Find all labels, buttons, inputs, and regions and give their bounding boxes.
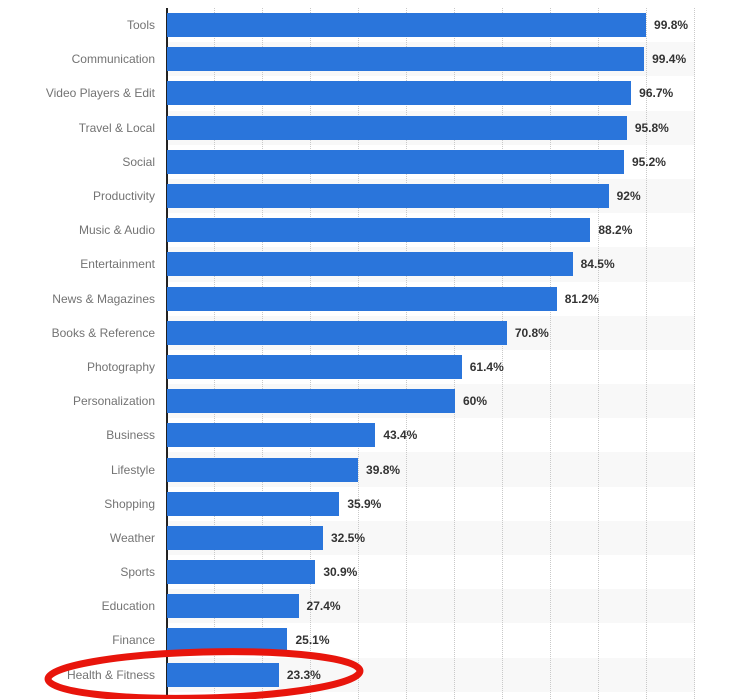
value-label: 99.8% (654, 18, 689, 33)
bar (167, 525, 323, 550)
bar (167, 354, 462, 379)
category-label: Photography (86, 359, 155, 374)
value-label: 32.5% (331, 530, 366, 545)
gridline (406, 8, 407, 699)
bar-row: Education 27.4% (0, 589, 733, 623)
bar-row: Health & Fitness 23.3% (0, 658, 733, 692)
y-axis-line (166, 8, 168, 699)
bar-row: Entertainment 84.5% (0, 247, 733, 281)
value-label: 70.8% (514, 325, 549, 340)
bar-row: Travel & Local 95.8% (0, 111, 733, 145)
bar (167, 218, 591, 243)
bar-row: Video Players & Edit 96.7% (0, 76, 733, 110)
bar (167, 81, 632, 106)
value-label: 99.4% (652, 52, 687, 67)
bar-row: News & Magazines 81.2% (0, 282, 733, 316)
value-label: 35.9% (347, 496, 382, 511)
value-label: 25.1% (295, 633, 330, 648)
gridline (454, 8, 455, 699)
category-label: Personalization (72, 394, 155, 409)
bar-row: Photography 61.4% (0, 350, 733, 384)
value-label: 27.4% (306, 599, 341, 614)
bar (167, 252, 573, 277)
gridline (598, 8, 599, 699)
category-label: Weather (109, 530, 155, 545)
category-label: Video Players & Edit (45, 86, 155, 101)
gridline (502, 8, 503, 699)
bar-row: Business 43.4% (0, 418, 733, 452)
bar (167, 184, 609, 209)
gridline (550, 8, 551, 699)
value-label: 84.5% (580, 257, 615, 272)
bar (167, 560, 316, 585)
category-label: Health & Fitness (66, 667, 155, 682)
category-label: Books & Reference (51, 325, 155, 340)
bar-row: Tools 99.8% (0, 8, 733, 42)
bar-row: Weather 32.5% (0, 521, 733, 555)
value-label: 23.3% (286, 667, 321, 682)
value-label: 92% (616, 189, 641, 204)
gridline (262, 8, 263, 699)
category-label: Business (106, 428, 155, 443)
category-label: Entertainment (80, 257, 155, 272)
bar (167, 115, 627, 140)
bar-row: Lifestyle 39.8% (0, 452, 733, 486)
bar-row: Communication 99.4% (0, 42, 733, 76)
category-label: Education (101, 599, 155, 614)
category-label: Communication (71, 52, 155, 67)
bar (167, 389, 455, 414)
bar-row: Books & Reference 70.8% (0, 316, 733, 350)
bar-row: Finance 25.1% (0, 623, 733, 657)
value-label: 81.2% (564, 291, 599, 306)
category-label: Travel & Local (78, 120, 155, 135)
bar (167, 457, 359, 482)
value-label: 96.7% (639, 86, 674, 101)
bar (167, 423, 376, 448)
value-label: 43.4% (383, 428, 418, 443)
category-label: Sports (120, 565, 155, 580)
gridline (646, 8, 647, 699)
bar (167, 13, 647, 38)
gridlines (167, 8, 695, 699)
gridline (310, 8, 311, 699)
bar (167, 320, 507, 345)
category-label: Productivity (92, 189, 155, 204)
bar-row: Music & Audio 88.2% (0, 213, 733, 247)
bar (167, 149, 624, 174)
bar (167, 662, 279, 687)
value-label: 61.4% (469, 359, 504, 374)
value-label: 95.8% (634, 120, 669, 135)
bar (167, 491, 340, 516)
gridline (358, 8, 359, 699)
category-label: Social (122, 154, 155, 169)
value-label: 39.8% (366, 462, 401, 477)
gridline (214, 8, 215, 699)
value-label: 60% (463, 394, 488, 409)
bar (167, 286, 557, 311)
category-label: Tools (126, 18, 155, 33)
category-label: Lifestyle (110, 462, 155, 477)
value-label: 88.2% (598, 223, 633, 238)
bar-row: Sports 30.9% (0, 555, 733, 589)
value-label: 95.2% (631, 154, 666, 169)
bar (167, 628, 288, 653)
bar-row: Shopping 35.9% (0, 487, 733, 521)
category-label: Music & Audio (78, 223, 155, 238)
bar-row: Social 95.2% (0, 145, 733, 179)
category-label: Shopping (104, 496, 155, 511)
category-label: News & Magazines (52, 291, 155, 306)
category-label: Finance (112, 633, 155, 648)
bar-row: Personalization 60% (0, 384, 733, 418)
gridline (694, 8, 695, 699)
bar (167, 47, 645, 72)
bar-row: Productivity 92% (0, 179, 733, 213)
bar (167, 594, 299, 619)
value-label: 30.9% (323, 565, 358, 580)
bar-rows: Tools 99.8% Communication 99.4% Video Pl… (0, 8, 733, 692)
